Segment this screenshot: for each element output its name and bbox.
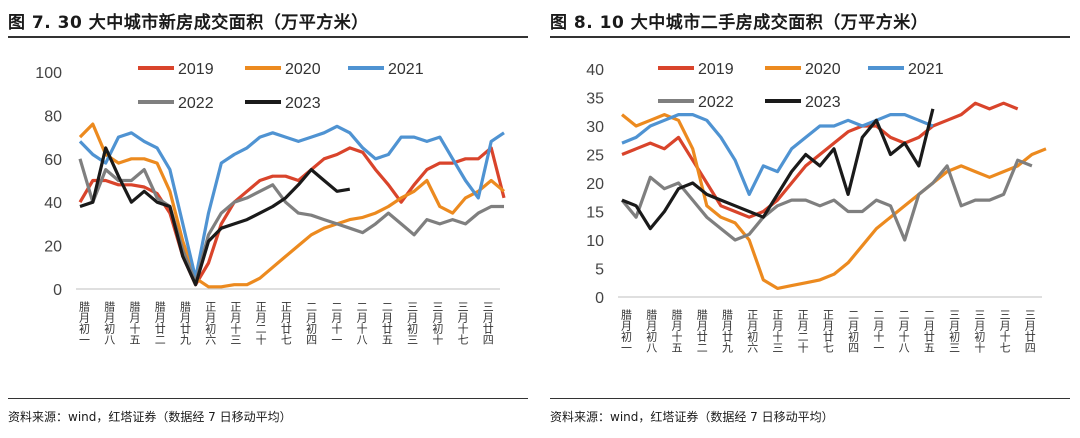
series-line-2023	[79, 146, 351, 287]
legend-label-2022: 2022	[698, 94, 734, 111]
y-tick-label: 5	[595, 262, 604, 279]
y-tick-label: 25	[586, 148, 604, 165]
y-tick-label: 60	[44, 152, 62, 169]
x-tick-label: 腊月廿九	[720, 309, 733, 353]
y-tick-label: 35	[586, 91, 604, 108]
source-divider	[8, 398, 528, 399]
x-tick-label: 二月十一	[872, 309, 885, 353]
series-line-2021	[621, 112, 934, 196]
chart-panel-resale-homes: 图 8. 10 大中城市二手房成交面积（万平方米） 0 5 10 15 20 25 30 35…	[550, 0, 1080, 438]
chart-panel-new-homes: 图 7. 30 大中城市新房成交面积（万平方米） 0 20 40 60 80 100 腊月初…	[8, 0, 538, 438]
x-tick-label: 正月初六	[746, 309, 759, 353]
x-tick-label: 腊月初八	[645, 309, 658, 353]
series-line-2022	[620, 158, 1033, 242]
x-tick-label: 正月二十	[254, 301, 267, 345]
x-tick-label: 二月初四	[847, 309, 860, 353]
x-tick-label: 腊月廿二	[695, 309, 708, 353]
x-tick-label: 二月十一	[330, 301, 343, 345]
legend-label-2023: 2023	[805, 94, 841, 111]
title-divider	[550, 36, 1070, 38]
x-tick-label: 三月十七	[998, 309, 1011, 353]
x-tick-label: 二月十八	[355, 301, 368, 345]
legend-label-2020: 2020	[285, 61, 321, 78]
x-tick-label: 三月初十	[431, 301, 444, 345]
y-tick-label: 100	[35, 65, 62, 82]
x-tick-label: 腊月初八	[103, 301, 116, 345]
x-tick-label: 腊月廿二	[153, 301, 166, 345]
y-tick-label: 30	[586, 119, 604, 136]
y-tick-label: 10	[586, 233, 604, 250]
source-note: 资料来源：wind，红塔证券（数据经 7 日移动平均）	[8, 410, 292, 424]
chart-title: 图 8. 10 大中城市二手房成交面积（万平方米）	[550, 13, 929, 33]
x-tick-label: 二月初四	[305, 301, 318, 345]
x-tick-label: 三月廿四	[481, 301, 494, 345]
x-tick-label: 正月廿七	[279, 301, 292, 345]
legend-label-2020: 2020	[805, 61, 841, 78]
x-tick-label: 正月十三	[229, 301, 242, 345]
line-chart-resale-homes: 0 5 10 15 20 25 30 35 40 腊月初一 腊月初八 腊月十五 腊月廿二 腊月廿九 正月初六…	[586, 61, 1047, 353]
x-tick-label: 腊月廿九	[178, 301, 191, 345]
y-tick-label: 0	[53, 282, 62, 299]
y-tick-label: 15	[586, 205, 604, 222]
x-tick-label: 正月二十	[796, 309, 809, 353]
series-line-2023	[621, 108, 935, 231]
legend-label-2022: 2022	[178, 95, 214, 112]
y-tick-label: 20	[44, 239, 62, 256]
legend-label-2023: 2023	[285, 95, 321, 112]
series-line-2022	[78, 158, 504, 285]
source-note: 资料来源：wind，红塔证券（数据经 7 日移动平均）	[550, 410, 834, 424]
x-tick-label: 正月初六	[204, 301, 217, 345]
x-tick-label: 腊月十五	[670, 309, 683, 353]
line-chart-new-homes: 0 20 40 60 80 100 腊月初一 腊月初八 腊月十五 腊月廿二 腊月廿九 正月初六 正月十三…	[35, 61, 506, 345]
x-tick-label: 三月初十	[973, 309, 986, 353]
series-line-2020	[78, 122, 506, 289]
legend-label-2019: 2019	[698, 61, 734, 78]
legend-label-2021: 2021	[908, 61, 944, 78]
x-tick-label: 正月十三	[771, 309, 784, 353]
x-tick-label: 正月廿七	[821, 309, 834, 353]
legend-label-2021: 2021	[388, 61, 424, 78]
series-line-2021	[78, 124, 505, 280]
title-divider	[8, 36, 528, 38]
x-tick-label: 三月十七	[456, 301, 469, 345]
y-tick-label: 20	[586, 176, 604, 193]
y-tick-label: 0	[595, 290, 604, 307]
y-tick-label: 80	[44, 108, 62, 125]
y-tick-label: 40	[586, 62, 604, 79]
x-tick-label: 二月十八	[897, 309, 910, 353]
x-tick-label: 三月廿四	[1023, 309, 1036, 353]
y-tick-label: 40	[44, 195, 62, 212]
x-tick-label: 腊月初一	[620, 309, 633, 353]
x-tick-label: 腊月十五	[128, 301, 141, 345]
series-line-2020	[620, 112, 1047, 290]
x-tick-label: 二月廿五	[380, 301, 393, 345]
series-line-2019	[78, 146, 506, 287]
chart-title: 图 7. 30 大中城市新房成交面积（万平方米）	[8, 13, 369, 33]
legend-label-2019: 2019	[178, 61, 214, 78]
x-tick-label: 二月廿五	[922, 309, 935, 353]
x-tick-label: 三月初三	[948, 309, 961, 353]
source-divider	[550, 398, 1070, 399]
series-line-2019	[621, 101, 1019, 219]
x-tick-label: 三月初三	[406, 301, 419, 345]
x-tick-label: 腊月初一	[78, 301, 91, 345]
